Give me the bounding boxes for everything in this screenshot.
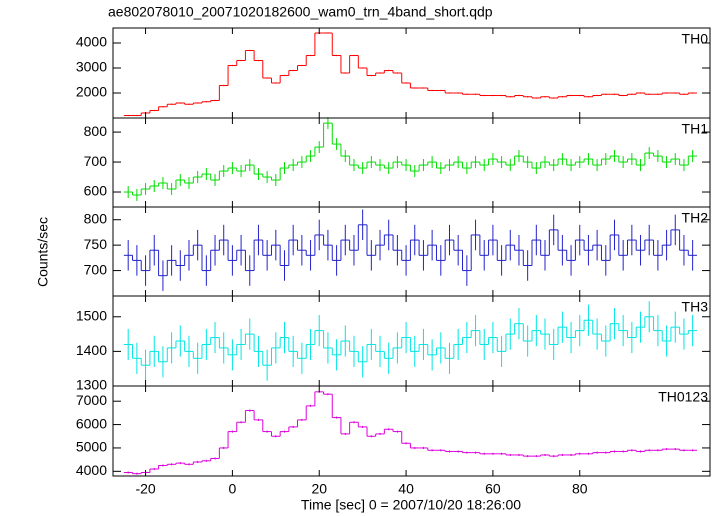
x-tick-label: 80 — [572, 481, 588, 497]
y-tick-label: 4000 — [76, 34, 107, 50]
y-axis-label: Counts/sec — [35, 217, 51, 287]
x-tick-label: 40 — [398, 481, 414, 497]
chart-title: ae802078010_20071020182600_wam0_trn_4ban… — [108, 4, 493, 20]
y-tick-label: 4000 — [76, 462, 107, 478]
panel-frame — [112, 385, 711, 477]
y-tick-label: 600 — [84, 183, 108, 199]
y-tick-label: 1300 — [76, 377, 107, 393]
y-tick-label: 7000 — [76, 392, 107, 408]
y-tick-label: 2000 — [76, 84, 107, 100]
y-tick-label: 1500 — [76, 307, 107, 323]
y-tick-label: 1400 — [76, 342, 107, 358]
panel-label: TH0123 — [658, 389, 708, 405]
x-tick-label: -20 — [135, 481, 155, 497]
panel-frame — [112, 27, 711, 119]
x-axis-label: Time [sec] 0 = 2007/10/20 18:26:00 — [301, 497, 521, 513]
y-tick-label: 700 — [84, 153, 108, 169]
y-tick-label: 700 — [84, 261, 108, 277]
panel-frame — [112, 295, 711, 387]
y-tick-label: 3000 — [76, 59, 107, 75]
panel-label: TH1 — [682, 121, 709, 137]
panel-label: TH0 — [682, 31, 709, 47]
x-tick-label: 20 — [311, 481, 327, 497]
panel-label: TH3 — [682, 299, 709, 315]
panel-label: TH2 — [682, 210, 709, 226]
panel-frame — [112, 206, 711, 297]
y-tick-label: 750 — [84, 236, 108, 252]
y-tick-label: 5000 — [76, 439, 107, 455]
x-tick-label: 60 — [485, 481, 501, 497]
x-tick-label: 0 — [229, 481, 237, 497]
y-tick-label: 6000 — [76, 415, 107, 431]
y-tick-label: 800 — [84, 123, 108, 139]
y-tick-label: 800 — [84, 210, 108, 226]
